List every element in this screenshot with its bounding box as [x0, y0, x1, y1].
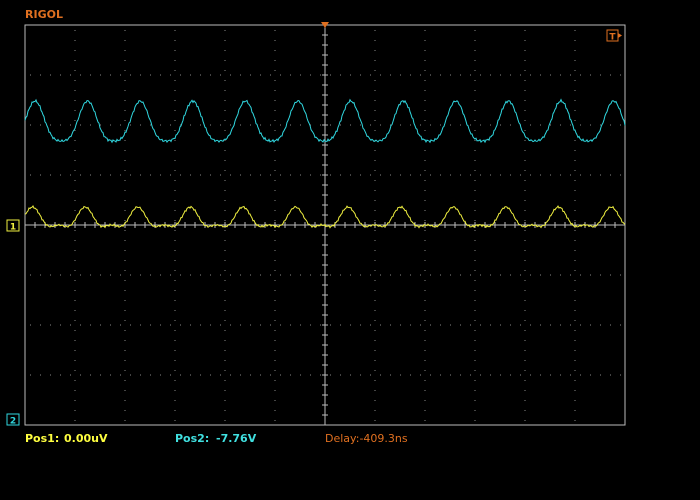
channel2-label: 2: [10, 417, 16, 427]
channel1-label: 1: [10, 223, 16, 233]
trigger-position-marker: [321, 22, 329, 28]
channel1-trace: [24, 205, 626, 229]
pos2-label: Pos2:: [175, 432, 209, 445]
delay: Delay:-409.3ns: [325, 432, 408, 445]
pos1-label: Pos1:: [25, 432, 59, 445]
channel1-marker: [6, 219, 20, 232]
channel2-trace: [24, 98, 626, 144]
channel2-marker: [6, 413, 20, 426]
trigger-level-arrow: [618, 33, 622, 38]
pos2-value: -7.76V: [216, 432, 257, 445]
brand: RIGOL: [25, 8, 63, 21]
trigger-label: T: [609, 33, 616, 43]
pos1-value: 0.00uV: [64, 432, 108, 445]
